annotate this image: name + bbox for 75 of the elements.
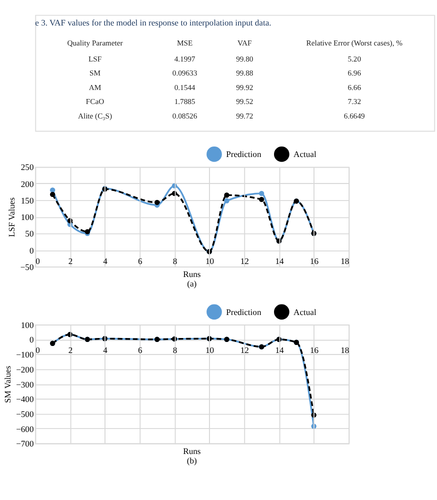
y-tick-label: −300 xyxy=(16,379,34,390)
y-tick-label: 100 xyxy=(20,320,34,330)
y-tick-label: 150 xyxy=(20,195,34,206)
x-tick-label: 12 xyxy=(240,256,249,266)
text: 6.96 xyxy=(348,68,362,78)
y-tick-label: −200 xyxy=(16,364,34,374)
legend-label: Actual xyxy=(294,149,317,160)
point xyxy=(154,200,160,206)
x-axis-title: Runs xyxy=(183,269,202,280)
x-tick-label: 10 xyxy=(206,256,214,266)
category-label: Quality Parameter xyxy=(67,38,124,48)
category-label: VAF xyxy=(238,38,252,48)
x-tick-label: 16 xyxy=(310,345,320,356)
x-axis-title: Runs xyxy=(183,446,202,456)
category-label: Relative Error (Worst cases), % xyxy=(306,38,404,48)
x-tick-label: 18 xyxy=(340,345,350,356)
text: 7.32 xyxy=(348,97,362,106)
legend-label: Actual xyxy=(294,306,317,317)
point xyxy=(224,192,230,198)
text: 0.08526 xyxy=(172,111,198,120)
x-tick-label: 10 xyxy=(206,345,214,356)
point xyxy=(258,190,264,196)
y-tick-label: 250 xyxy=(20,162,34,172)
text: AM xyxy=(88,82,102,92)
text: 0.09633 xyxy=(172,68,198,78)
y-tick-label: 0 xyxy=(29,245,34,256)
text: (a) xyxy=(187,278,197,289)
text: 99.88 xyxy=(236,68,254,78)
point xyxy=(258,196,264,202)
text: 6.66 xyxy=(348,82,362,92)
x-tick-label: 8 xyxy=(172,256,178,266)
text: 6.6649 xyxy=(344,111,365,120)
text: 0.1544 xyxy=(174,82,196,92)
text: SM xyxy=(90,68,101,78)
x-tick-label: 6 xyxy=(138,345,143,356)
x-tick-label: 2 xyxy=(68,345,73,356)
text: 99.52 xyxy=(236,97,254,106)
x-tick-label: 12 xyxy=(240,345,249,356)
text: Alite (C₃S) xyxy=(78,111,113,120)
x-tick-label: 2 xyxy=(68,256,73,266)
x-tick-label: 18 xyxy=(340,256,350,266)
y-tick-label: −500 xyxy=(16,408,34,419)
y-tick-label: −600 xyxy=(16,424,34,434)
x-tick-label: 14 xyxy=(275,345,284,356)
y-tick-label: −700 xyxy=(16,438,34,449)
text: LSF xyxy=(88,54,102,64)
category-label: MSE xyxy=(176,38,193,48)
y-axis-title: SM Values xyxy=(2,365,12,403)
y-tick-label: −100 xyxy=(16,350,34,360)
y-tick-label: 0 xyxy=(29,334,34,345)
y-tick-label: −400 xyxy=(16,394,34,404)
y-tick-label: −50 xyxy=(20,262,34,272)
text: (b) xyxy=(186,455,198,466)
legend-label: Prediction xyxy=(226,149,262,160)
x-tick-label: 4 xyxy=(103,345,108,356)
y-tick-label: 50 xyxy=(25,228,34,239)
x-tick-label: 16 xyxy=(310,256,320,266)
y-tick-label: 100 xyxy=(20,212,34,222)
x-tick-label: 4 xyxy=(103,256,108,266)
point xyxy=(50,192,56,198)
point xyxy=(224,198,230,204)
x-tick-label: 8 xyxy=(172,345,178,356)
text: 1.7885 xyxy=(174,97,196,106)
text: 99.72 xyxy=(236,111,254,120)
text: 4.1997 xyxy=(174,54,196,64)
text: 99.80 xyxy=(236,54,254,64)
y-axis-title: LSF Values xyxy=(6,196,17,237)
text: FCaO xyxy=(86,97,105,106)
y-tick-label: 200 xyxy=(20,178,34,189)
text: 99.92 xyxy=(236,82,254,92)
x-tick-label: 6 xyxy=(138,256,143,266)
text: e 3. VAF values for the model in response to interpolation input data. xyxy=(35,17,272,28)
legend-label: Prediction xyxy=(226,306,262,317)
x-tick-label: 14 xyxy=(275,256,284,266)
text: 5.20 xyxy=(348,54,362,64)
